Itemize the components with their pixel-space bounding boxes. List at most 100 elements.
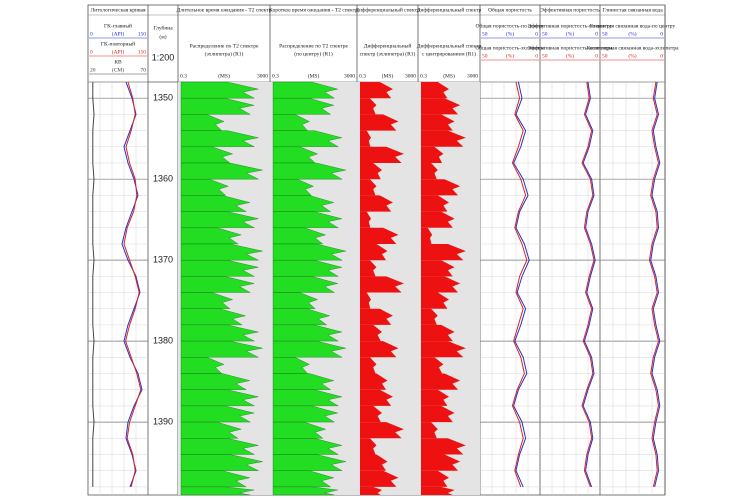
- spectrum-band: [421, 373, 461, 390]
- curve-name: Глинистая связанная вода-по центру: [590, 23, 676, 29]
- scale-max: 3000: [344, 73, 355, 79]
- spectrum-band: [421, 195, 449, 212]
- spectrum-band: [360, 486, 382, 495]
- track-title: Общая пористость: [488, 6, 532, 13]
- scale-max: 0: [535, 53, 538, 59]
- scale-unit: (%): [506, 52, 514, 59]
- depth-scale: 1:200: [152, 52, 175, 62]
- scale-unit: (MS): [308, 72, 320, 79]
- scale-min: 50: [482, 31, 488, 37]
- scale-unit: (MS): [382, 72, 394, 79]
- depth-label: 1380: [153, 336, 173, 346]
- curve: [582, 81, 596, 488]
- spectrum-band: [360, 244, 388, 261]
- spectrum-band: [360, 82, 393, 99]
- scale-min: 50: [542, 53, 548, 59]
- curve: [648, 81, 660, 488]
- curve-name: ГК-повторный: [101, 40, 135, 47]
- spectrum-band: [360, 260, 377, 277]
- track-title: Дифференциальный спектр: [417, 6, 482, 13]
- spectrum-band: [360, 341, 399, 358]
- spectrum-band: [180, 486, 255, 496]
- scale-max: 3000: [467, 73, 478, 79]
- scale-unit: (MS): [443, 72, 455, 79]
- scale-min: 20: [90, 67, 96, 73]
- depth-label: 1390: [153, 416, 173, 426]
- spectrum-label: Дифференциальный спектр: [417, 42, 482, 49]
- scale-min: 50: [602, 53, 608, 59]
- track-title: Длительное время ожидания - T2 спектр: [176, 7, 271, 13]
- spectrum-band: [360, 211, 371, 228]
- spectrum-band: [421, 308, 438, 325]
- curve: [123, 81, 142, 488]
- scale-max: 3000: [257, 73, 268, 79]
- spectrum-band: [360, 146, 404, 163]
- spectrum-label: (эхлипетра) (R1): [205, 50, 244, 57]
- scale-min: 50: [542, 31, 548, 37]
- spectrum-band: [360, 454, 388, 471]
- curve-name: ГК-главный: [104, 22, 132, 29]
- spectrum-band: [421, 486, 455, 495]
- spectrum-band: [360, 422, 404, 439]
- scale-min: 50: [482, 53, 488, 59]
- spectrum-band: [360, 179, 377, 196]
- scale-unit: (%): [628, 52, 636, 59]
- scale-unit: (%): [506, 30, 514, 37]
- scale-max: 150: [138, 49, 147, 55]
- scale-min: 0.3: [272, 73, 279, 79]
- scale-unit: (MS): [218, 72, 230, 79]
- spectrum-band: [421, 163, 438, 180]
- scale-unit: (API): [112, 48, 125, 55]
- spectrum-band: [360, 308, 393, 325]
- curve: [513, 81, 530, 488]
- spectrum-band: [360, 389, 393, 406]
- spectrum-band: [421, 357, 444, 374]
- track-title: Глинистая связанная вода: [602, 7, 663, 13]
- scale-unit: (%): [566, 30, 574, 37]
- spectrum-band: [360, 195, 393, 212]
- scale-max: 0: [660, 31, 663, 37]
- scale-max: 3000: [405, 73, 416, 79]
- scale-max: 0: [595, 31, 598, 37]
- curve-name: Общая пористость-эхлипетра: [475, 44, 545, 51]
- spectrum-band: [421, 422, 438, 439]
- spectrum-band: [421, 244, 466, 261]
- spectrum-band: [360, 130, 371, 147]
- track-title: Литологическая кривая: [91, 7, 146, 13]
- spectrum-band: [421, 98, 461, 115]
- spectrum-label: Распределение по T2 спектре: [190, 43, 259, 49]
- scale-max: 150: [138, 31, 147, 37]
- spectrum-band: [360, 405, 382, 423]
- spectrum-band: [421, 292, 449, 309]
- curve: [511, 81, 528, 488]
- spectrum-band: [421, 82, 449, 99]
- track-title: Короткое время ожидания - T2 спектр: [269, 7, 358, 13]
- spectrum-band: [360, 438, 377, 455]
- spectrum-band: [360, 114, 399, 131]
- scale-min: 0: [90, 31, 93, 37]
- scale-unit: (API): [112, 30, 125, 37]
- spectrum-label: Дифференциальный: [364, 42, 412, 49]
- spectrum-label: с центрированием (R1): [422, 50, 476, 57]
- scale-max: 0: [660, 53, 663, 59]
- curve: [121, 81, 143, 488]
- scale-min: 50: [602, 31, 608, 37]
- spectrum-band: [421, 146, 444, 163]
- curve: [92, 82, 95, 487]
- spectrum-band: [421, 405, 455, 423]
- spectrum-band: [421, 260, 455, 277]
- spectrum-band: [272, 486, 338, 496]
- curve-name: Капиллярная связанная вода-эхлипетра: [586, 45, 679, 51]
- scale-max: 0: [595, 53, 598, 59]
- track-title: Эффективная пористость: [540, 6, 600, 13]
- depth-label: 1350: [153, 93, 173, 103]
- depth-title: Глубина: [153, 24, 173, 31]
- spectrum-band: [421, 276, 461, 293]
- spectrum-label: спектр (эхлипетра) (R1): [360, 50, 416, 57]
- track-title: Дифференциальный спектр: [355, 6, 420, 13]
- spectrum-band: [421, 470, 449, 487]
- spectrum-band: [421, 454, 461, 471]
- spectrum-band: [360, 470, 399, 487]
- scale-unit: (%): [628, 30, 636, 37]
